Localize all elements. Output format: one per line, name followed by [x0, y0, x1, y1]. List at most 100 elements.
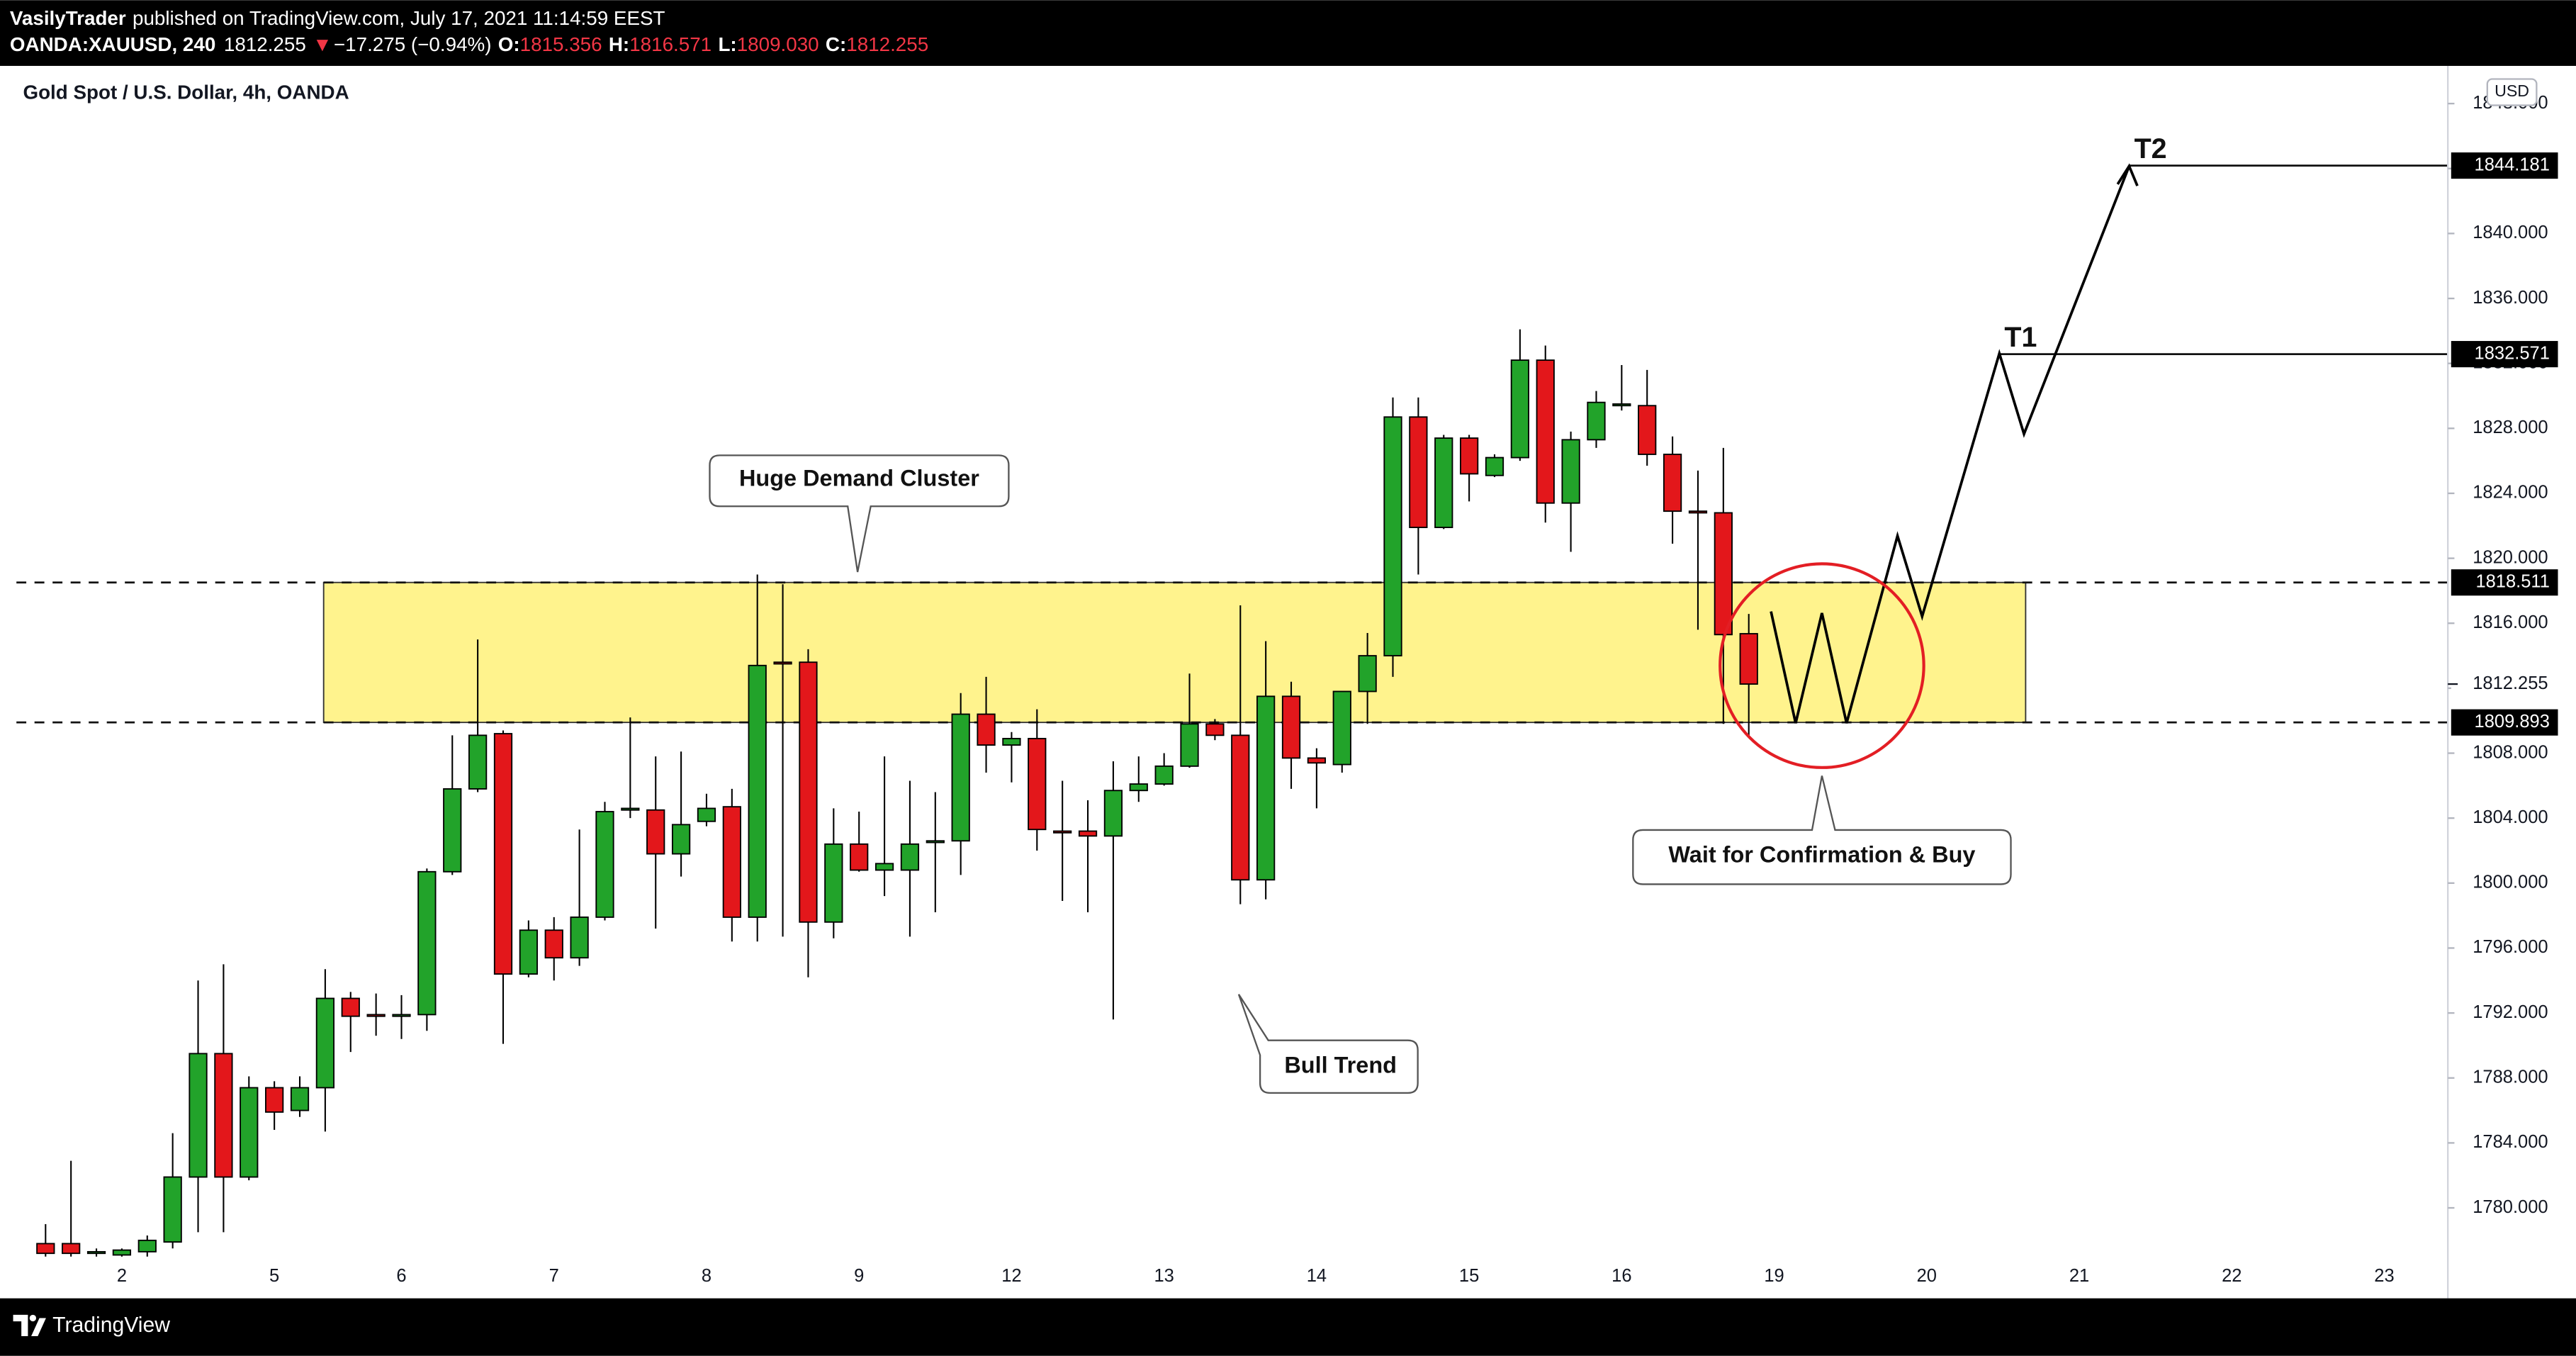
y-tick-label: 1784.000 [2473, 1132, 2548, 1152]
candle-body [850, 843, 869, 871]
candle-body [1281, 695, 1301, 759]
callout-box [1632, 775, 2012, 885]
candle-body [1409, 416, 1428, 529]
y-tick-label: 1808.000 [2473, 742, 2548, 762]
target-label: T2 [2135, 133, 2167, 164]
candle-body [1358, 655, 1377, 693]
callout-text: Bull Trend [1284, 1052, 1397, 1077]
candle-body [1561, 439, 1580, 504]
candle-body [112, 1249, 132, 1256]
x-tick-label: 6 [396, 1266, 406, 1286]
publisher: VasilyTrader [10, 7, 126, 29]
y-tick-label: 1840.000 [2473, 223, 2548, 242]
y-tick-label: 1780.000 [2473, 1197, 2548, 1217]
brand-logo [13, 1314, 46, 1336]
candle-body [443, 788, 462, 873]
candle-body [519, 929, 538, 975]
candle-body [824, 843, 843, 923]
x-tick-label: 5 [269, 1266, 279, 1286]
candle-body [62, 1243, 81, 1255]
price-label-box [2451, 569, 2558, 596]
x-tick-label: 16 [1612, 1266, 1631, 1286]
x-tick-label: 2 [117, 1266, 127, 1286]
candle-body [570, 917, 589, 959]
candle-body [1307, 757, 1327, 764]
price: 1812.255 [224, 33, 306, 55]
y-tick-label: 1820.000 [2473, 547, 2548, 567]
candle-body [646, 809, 665, 855]
candle-body [1663, 454, 1682, 512]
price-label: 1809.893 [2475, 712, 2550, 732]
brand: TradingView [52, 1313, 170, 1337]
callout-text: Wait for Confirmation & Buy [1668, 842, 1975, 868]
x-tick-label: 23 [2374, 1266, 2394, 1286]
callout-box [1237, 994, 1419, 1094]
candle-body [1536, 359, 1555, 504]
candle-body [36, 1243, 55, 1255]
candle-body [1485, 456, 1504, 476]
candle-body [748, 664, 767, 918]
candle-body [874, 863, 894, 871]
last-price-label: 1812.255 [2473, 673, 2548, 693]
callout-text: Huge Demand Cluster [739, 466, 979, 491]
candle-body [1231, 734, 1250, 881]
price-label-box [2451, 709, 2558, 736]
candle-body [621, 807, 640, 811]
candle-body [697, 807, 716, 822]
price-label-box [2451, 341, 2558, 368]
symbol: OANDA:XAUUSD, 240 [10, 33, 215, 55]
overlay: 1780.000 1784.000 1788.000 1792.000 1796.000… [117, 78, 2558, 1286]
ohlc-label: C: [826, 33, 846, 55]
candle-body [137, 1239, 157, 1253]
candle-body [1103, 790, 1123, 837]
ohlc-value: 1815.356 [520, 33, 602, 55]
candle-body [163, 1176, 182, 1243]
projection-arrow [2116, 163, 2139, 186]
candle-body [1510, 359, 1529, 459]
header-line1: VasilyTrader published on TradingView.com… [10, 7, 665, 29]
candle-body [1028, 737, 1047, 831]
y-tick-label: 1816.000 [2473, 612, 2548, 632]
y-tick-label: 1836.000 [2473, 288, 2548, 308]
candle-body [671, 824, 691, 855]
y-tick-label: 1800.000 [2473, 873, 2548, 892]
x-tick-label: 9 [854, 1266, 864, 1286]
y-tick-label: 1804.000 [2473, 807, 2548, 827]
y-tick-label: 1824.000 [2473, 483, 2548, 503]
projection-path [1770, 165, 2131, 724]
candle-body [1002, 737, 1021, 746]
candle-body [900, 843, 920, 871]
x-tick-label: 21 [2069, 1266, 2089, 1286]
candle-body [265, 1087, 284, 1113]
candle-body [926, 840, 945, 844]
x-tick-label: 7 [549, 1266, 559, 1286]
ohlc-value: 1816.571 [629, 33, 712, 55]
candle-body [1383, 416, 1402, 656]
candle-body [1205, 723, 1225, 736]
x-tick-label: 22 [2222, 1266, 2242, 1286]
candle-body [977, 713, 996, 746]
x-tick-label: 15 [1459, 1266, 1479, 1286]
candle-body [189, 1053, 208, 1178]
target-label: T1 [2004, 322, 2037, 353]
candle-body [366, 1014, 386, 1017]
footer-bar [0, 1298, 2576, 1356]
y-tick-label: 1796.000 [2473, 937, 2548, 957]
x-tick-label: 8 [702, 1266, 712, 1286]
candle-body [392, 1014, 411, 1017]
candle-body [1688, 510, 1708, 514]
candle-body [341, 997, 360, 1017]
candle-body [1180, 723, 1199, 767]
price-label: 1818.511 [2475, 571, 2549, 591]
change-arrow: ▼ [313, 33, 332, 55]
price-label: 1832.571 [2475, 343, 2550, 363]
candle-body [722, 806, 741, 918]
x-tick-label: 19 [1764, 1266, 1784, 1286]
y-tick-label: 1788.000 [2473, 1067, 2548, 1087]
x-tick-label: 20 [1917, 1266, 1937, 1286]
y-tick-label: 1828.000 [2473, 418, 2548, 437]
candle-body [468, 734, 488, 790]
candle-body [1256, 695, 1276, 881]
candle-body [417, 870, 437, 1016]
candle-body [1739, 633, 1758, 685]
